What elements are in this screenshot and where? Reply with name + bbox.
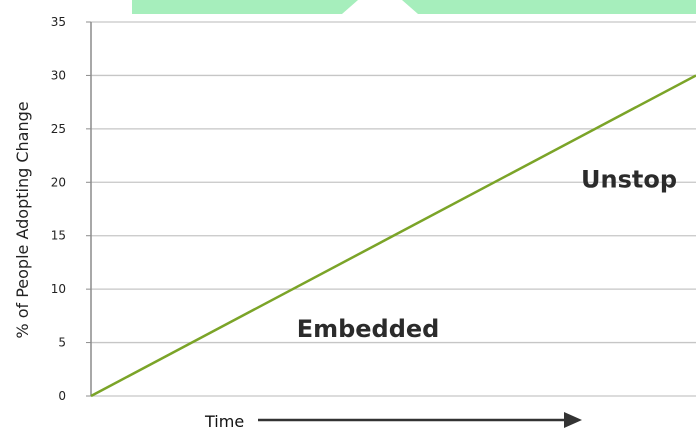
y-tick-label-10: 10 [51, 282, 66, 296]
annotation-embedded: Embedded [297, 315, 440, 343]
top-band-left [132, 0, 358, 14]
y-tick-label-15: 15 [51, 229, 66, 243]
y-tick-labels: 0 5 10 15 20 25 30 35 [51, 15, 66, 403]
y-tick-label-25: 25 [51, 122, 66, 136]
y-tick-label-20: 20 [51, 175, 66, 189]
top-bands [132, 0, 696, 14]
top-band-right [402, 0, 696, 14]
time-arrow-head [564, 412, 582, 428]
y-tick-label-30: 30 [51, 68, 66, 82]
y-tick-label-5: 5 [58, 336, 66, 350]
x-axis-title: Time [204, 412, 244, 431]
time-arrow [258, 412, 582, 428]
y-tick-label-35: 35 [51, 15, 66, 29]
y-tick-label-0: 0 [58, 389, 66, 403]
series-line [90, 74, 696, 398]
annotation-unstoppable: Unstop [581, 166, 677, 194]
y-axis-title: % of People Adopting Change [13, 101, 32, 338]
